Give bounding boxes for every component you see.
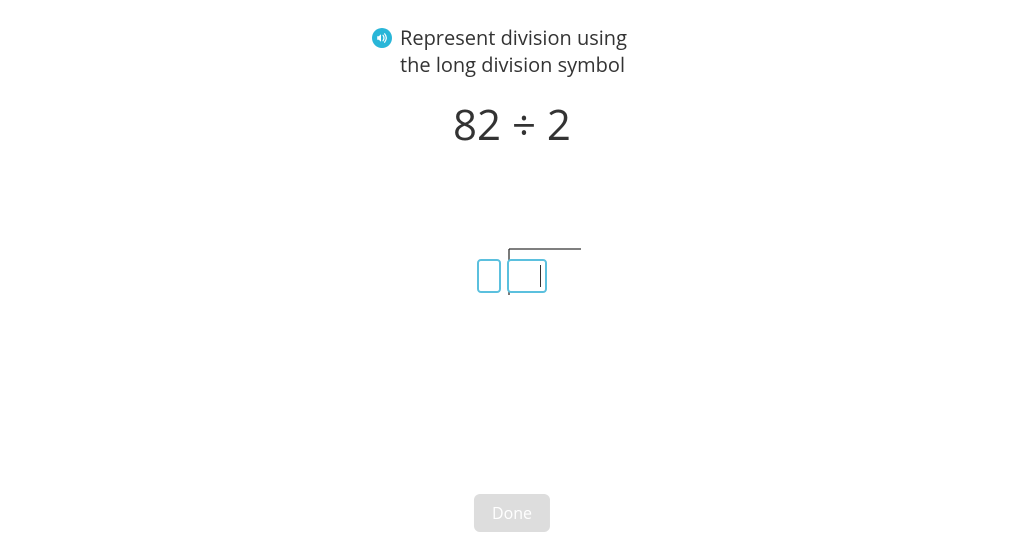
dividend-input[interactable]: [507, 259, 547, 293]
exercise-page: Represent division using the long divisi…: [0, 0, 1024, 560]
dividend-input-wrap: [507, 259, 547, 293]
done-button[interactable]: Done: [474, 494, 550, 532]
text-caret-icon: [540, 265, 541, 287]
long-division-bracket-group: [477, 259, 547, 293]
prompt-text: Represent division using the long divisi…: [400, 24, 652, 78]
divisor-input[interactable]: [477, 259, 501, 293]
audio-icon[interactable]: [372, 28, 392, 48]
long-division-work-area: [477, 223, 547, 293]
prompt-line: Represent division using the long divisi…: [372, 24, 652, 78]
prompt-block: Represent division using the long divisi…: [372, 24, 652, 78]
division-expression: 82 ÷ 2: [453, 96, 571, 153]
